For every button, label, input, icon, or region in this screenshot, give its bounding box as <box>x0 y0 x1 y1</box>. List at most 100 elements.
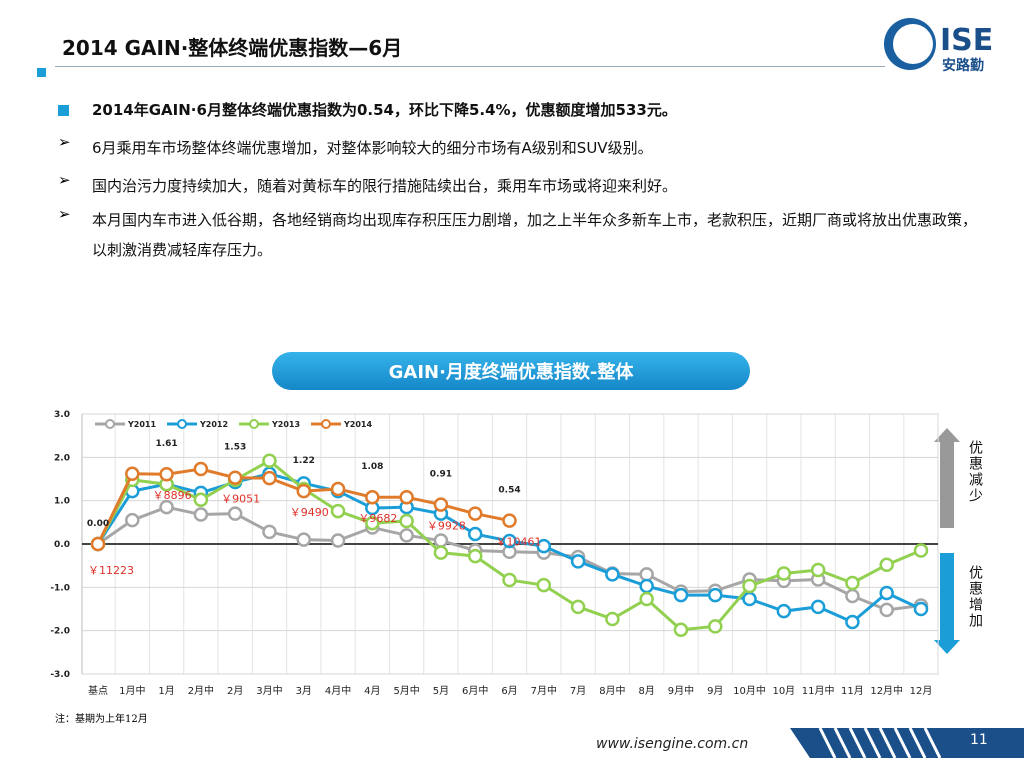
x-tick-label: 3月中 <box>256 684 282 697</box>
legend-label: Y2013 <box>271 420 300 429</box>
x-tick-label: 12月 <box>910 685 933 697</box>
point <box>399 489 414 505</box>
title-rule <box>55 66 885 67</box>
bullet-arrow: ➢ <box>58 133 71 151</box>
x-tick-label: 1月 <box>158 685 174 697</box>
bullet: 本月国内车市进入低谷期，各地经销商均出现库存积压压力剧增，加之上半年众多新车上市… <box>92 211 978 259</box>
point <box>399 513 414 529</box>
y-tick-label: 1.0 <box>54 497 70 507</box>
point <box>262 453 277 469</box>
annotation: ￥9051 <box>221 493 260 506</box>
x-tick-label: 4月 <box>364 685 380 697</box>
data-label: 1.22 <box>293 456 315 466</box>
x-tick-label: 11月 <box>841 685 864 697</box>
point <box>673 622 689 638</box>
point <box>639 591 654 607</box>
point <box>879 585 894 601</box>
point <box>502 513 517 528</box>
annotation: ￥9928 <box>427 520 466 533</box>
point <box>467 548 483 564</box>
point <box>708 587 723 603</box>
legend-label: Y2012 <box>199 420 228 429</box>
point <box>913 543 929 558</box>
point <box>125 466 140 482</box>
x-tick-label: 2月中 <box>188 684 214 697</box>
page-number: 11 <box>970 732 988 748</box>
chart-title-pill <box>272 352 750 390</box>
point <box>296 532 311 547</box>
x-tick-label: 9月中 <box>668 684 694 697</box>
x-tick-label: 11月中 <box>802 684 835 697</box>
point <box>810 562 826 578</box>
bullet-square <box>58 105 69 116</box>
annotation: ￥8896 <box>153 489 192 502</box>
point <box>467 506 483 521</box>
x-tick-label: 7月中 <box>531 684 557 697</box>
point <box>605 611 620 627</box>
x-tick-label: 2月 <box>227 685 243 697</box>
x-tick-label: 8月中 <box>599 684 625 697</box>
slide-title: 2014 GAIN·整体终端优惠指数—6月 <box>62 36 403 60</box>
point <box>639 567 654 582</box>
point <box>227 470 243 485</box>
point <box>708 619 723 634</box>
point <box>90 536 106 552</box>
x-tick-label: 9月 <box>707 685 723 697</box>
legend-marker <box>321 419 331 429</box>
footer-url: www.isengine.com.cn <box>596 736 749 752</box>
legend-label: Y2014 <box>343 420 372 429</box>
x-tick-label: 4月中 <box>325 684 351 697</box>
x-tick-label: 3月 <box>296 685 312 697</box>
point <box>330 481 346 497</box>
y-tick-label: 2.0 <box>54 453 70 463</box>
x-tick-label: 6月 <box>501 685 517 697</box>
arrow-up <box>934 428 960 528</box>
bullet-arrow: ➢ <box>58 171 71 189</box>
arrow-down <box>934 553 960 654</box>
chart-title: GAIN·月度终端优惠指数-整体 <box>389 361 635 383</box>
x-tick-label: 5月 <box>433 685 449 697</box>
point <box>536 577 552 593</box>
point <box>845 575 860 591</box>
logo: ISE 安路勤 <box>884 18 993 74</box>
point <box>913 601 929 617</box>
bullet: 国内治污力度持续加大，随着对黄标车的限行措施陆续出台，乘用车市场或将迎来利好。 <box>92 177 678 195</box>
point <box>125 512 140 528</box>
point <box>296 483 311 499</box>
x-tick-label: 6月中 <box>462 684 488 697</box>
point <box>262 524 277 540</box>
y-tick-label: -3.0 <box>50 670 70 680</box>
annotation: ￥9682 <box>358 512 397 525</box>
y-tick-label: 3.0 <box>54 410 70 420</box>
point <box>742 578 757 594</box>
x-tick-label: 基点 <box>88 684 108 697</box>
point <box>433 533 449 548</box>
y-tick-label: 0.0 <box>54 540 70 550</box>
point <box>810 599 826 615</box>
page-box <box>960 728 1024 758</box>
legend-label: Y2011 <box>127 420 156 429</box>
point <box>776 566 792 581</box>
data-label: 0.91 <box>430 470 452 480</box>
annotation: ￥11223 <box>88 564 134 577</box>
data-label: 0.00 <box>87 519 109 529</box>
point <box>605 567 620 582</box>
annotation: ￥10461 <box>496 536 542 549</box>
stripe-band <box>790 728 960 758</box>
point <box>433 497 449 512</box>
point <box>193 507 209 522</box>
data-label: 1.08 <box>361 462 383 472</box>
x-tick-label: 12月中 <box>870 684 903 697</box>
point <box>159 499 174 515</box>
x-tick-label: 10月 <box>772 685 795 697</box>
point <box>536 538 552 554</box>
arrow-label: 优惠减少 <box>967 440 983 504</box>
data-label: 0.54 <box>498 486 520 496</box>
x-tick-label: 5月中 <box>393 684 419 697</box>
chart: GAIN·月度终端优惠指数-整体 基点 1月中 1月 2月中 2月 3月中 3月 4月中 4月 5… <box>50 352 960 697</box>
legend-marker <box>177 419 187 429</box>
logo-globe-inner <box>893 24 933 64</box>
point <box>330 503 346 519</box>
annotation: ￥9490 <box>290 506 329 519</box>
point <box>742 591 757 607</box>
